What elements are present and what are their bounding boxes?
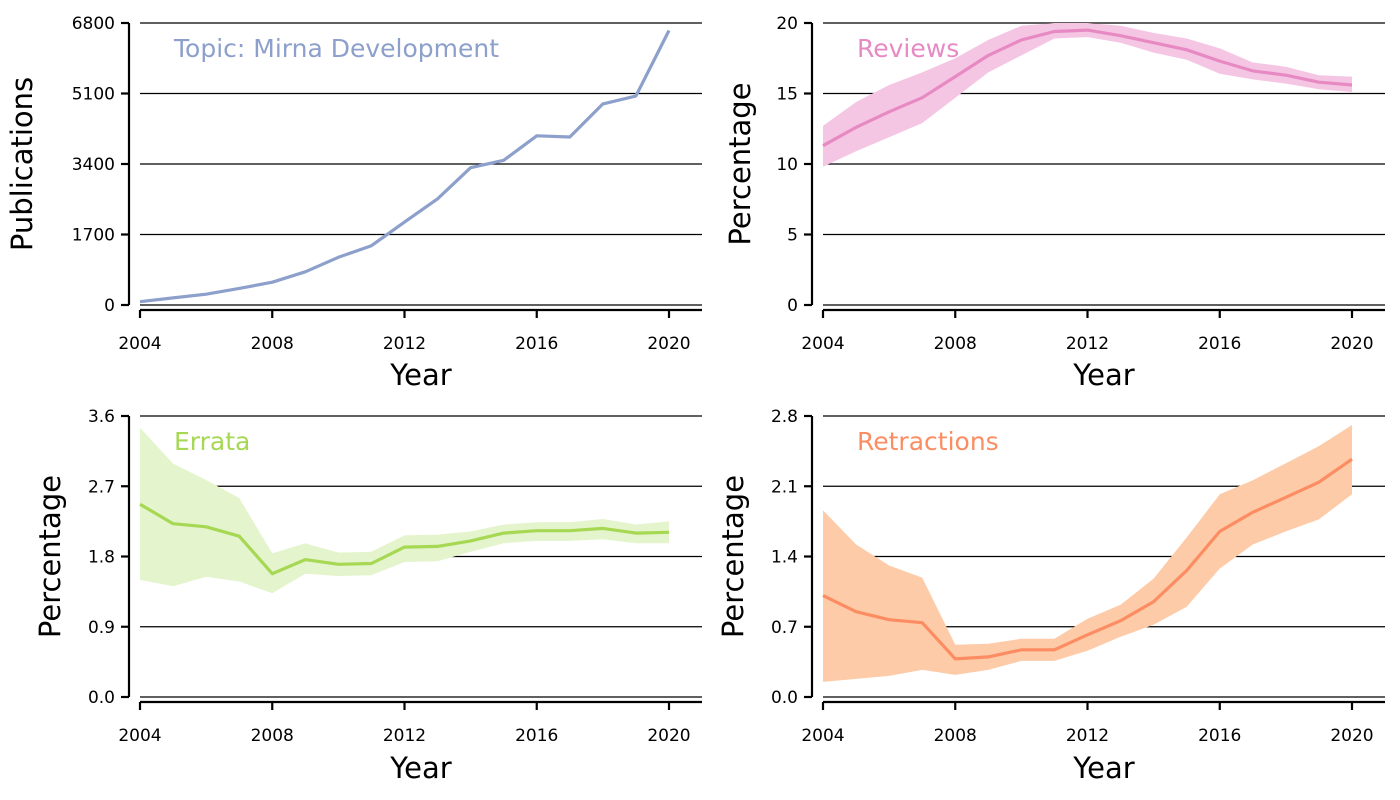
x-tick-label: 2008 <box>934 334 977 354</box>
x-tick-label: 2016 <box>1198 726 1241 746</box>
y-tick-label: 2.8 <box>771 407 798 427</box>
y-tick-label: 1700 <box>72 226 115 246</box>
series-line <box>139 29 671 304</box>
confidence-band <box>823 425 1352 682</box>
y-axis-title: Percentage <box>723 82 757 245</box>
y-tick-label: 5100 <box>72 85 115 105</box>
x-tick-label: 2008 <box>251 334 294 354</box>
panel-errata: 0.0 0.9 1.8 2.7 3.6 2004 2008 2012 2016 2020 Year P… <box>33 407 702 785</box>
y-tick-label: 0 <box>787 296 798 316</box>
x-axis-title: Year <box>1072 358 1134 392</box>
x-tick-label: 2004 <box>801 334 844 354</box>
y-tick-label: 0.0 <box>88 688 115 708</box>
x-tick-label: 2016 <box>1198 334 1241 354</box>
y-tick-label: 3.6 <box>88 407 115 427</box>
y-tick-label: 0.0 <box>771 688 798 708</box>
y-tick-label: 6800 <box>72 14 115 34</box>
y-tick-label: 0.9 <box>88 618 115 638</box>
y-tick-label: 0 <box>104 296 115 316</box>
panel-retractions: 0.0 0.7 1.4 2.1 2.8 2004 2008 2012 2016 2020 Year P… <box>716 407 1385 785</box>
x-tick-label: 2020 <box>647 726 690 746</box>
x-tick-label: 2012 <box>1066 334 1109 354</box>
x-tick-label: 2020 <box>1330 334 1373 354</box>
x-tick-label: 2012 <box>1066 726 1109 746</box>
x-tick-label: 2012 <box>383 334 426 354</box>
panel-label: Retractions <box>857 427 999 456</box>
y-axis-title: Percentage <box>33 475 67 638</box>
x-tick-label: 2012 <box>383 726 426 746</box>
x-axis-title: Year <box>389 358 451 392</box>
x-axis-title: Year <box>389 751 451 785</box>
panel-label: Reviews <box>857 34 959 63</box>
x-tick-label: 2020 <box>647 334 690 354</box>
series-line <box>822 457 1353 661</box>
panel-label: Topic: Mirna Development <box>173 34 499 63</box>
x-tick-label: 2016 <box>515 726 558 746</box>
y-tick-label: 3400 <box>72 155 115 175</box>
y-tick-label: 20 <box>776 14 798 34</box>
x-tick-label: 2004 <box>801 726 844 746</box>
y-tick-label: 5 <box>787 226 798 246</box>
confidence-band <box>823 23 1352 167</box>
x-tick-label: 2004 <box>118 726 161 746</box>
series-line <box>139 502 670 576</box>
x-tick-label: 2008 <box>934 726 977 746</box>
y-axis-title: Publications <box>5 77 39 251</box>
y-tick-label: 2.1 <box>771 477 798 497</box>
x-tick-label: 2016 <box>515 334 558 354</box>
panel-reviews: 0 5 10 15 20 2004 2008 2012 2016 2020 Year Percenta… <box>723 14 1385 392</box>
y-tick-label: 0.7 <box>771 618 798 638</box>
y-axis-title: Percentage <box>716 475 750 638</box>
x-tick-label: 2004 <box>118 334 161 354</box>
confidence-band <box>140 427 669 594</box>
y-tick-label: 1.8 <box>88 548 115 568</box>
y-tick-label: 2.7 <box>88 477 115 497</box>
series-line <box>822 28 1353 148</box>
y-tick-label: 1.4 <box>771 548 798 568</box>
x-axis-title: Year <box>1072 751 1134 785</box>
y-tick-label: 10 <box>776 155 798 175</box>
x-tick-label: 2020 <box>1330 726 1373 746</box>
y-tick-label: 15 <box>776 85 798 105</box>
panel-publications: 0 1700 3400 5100 6800 2004 2008 2012 2016 2020 Yea… <box>5 14 702 392</box>
x-tick-label: 2008 <box>251 726 294 746</box>
panel-label: Errata <box>174 427 250 456</box>
